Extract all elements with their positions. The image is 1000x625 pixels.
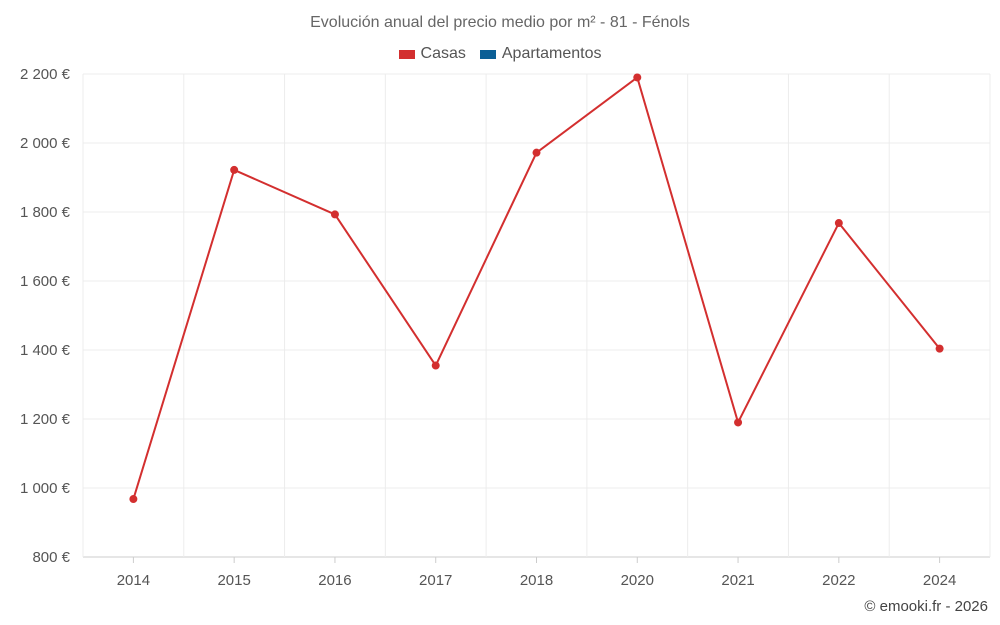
y-tick-label: 800 € [32, 549, 70, 566]
x-tick-label: 2020 [621, 572, 654, 589]
data-point: 2021: 1190 [734, 418, 743, 427]
data-point: 2022: 1768 [834, 219, 843, 228]
legend-label-apartamentos: Apartamentos [501, 45, 602, 62]
legend-label-casas: Casas [420, 45, 466, 62]
series-layer: 2014: 968 2015: 1922 2016: 1793 2017: 1355 2… [129, 73, 944, 504]
x-tick-label: 2017 [419, 572, 452, 589]
chart-title: Evolución anual del precio medio por m² … [310, 14, 690, 31]
x-tick-label: 2015 [217, 572, 250, 589]
data-point: 2018: 1972 [532, 148, 541, 157]
axis-layer: 800 € 1 000 € 1 200 € 1 400 € 1 600 € 1 800 €… [20, 66, 956, 589]
legend-item-casas[interactable]: Casas [398, 45, 466, 63]
x-tick-label: 2021 [721, 572, 754, 589]
y-tick-label: 1 000 € [20, 480, 71, 497]
data-point: 2017: 1355 [431, 361, 440, 370]
data-point: 2015: 1922 [230, 165, 239, 174]
x-tick-label: 2022 [822, 572, 855, 589]
y-tick-label: 1 800 € [20, 204, 71, 221]
legend-swatch-casas [398, 49, 415, 59]
x-tick-label: 2024 [923, 572, 956, 589]
y-tick-label: 2 200 € [20, 66, 71, 83]
data-point: 2024: 1404 [935, 344, 944, 353]
x-tick-label: 2014 [117, 572, 150, 589]
y-tick-label: 1 400 € [20, 342, 71, 359]
x-tick-label: 2018 [520, 572, 553, 589]
y-tick-label: 1 600 € [20, 273, 71, 290]
data-point: 2020: 2190 [633, 73, 642, 82]
legend: Casas Apartamentos [0, 45, 1000, 63]
x-tick-label: 2016 [318, 572, 351, 589]
y-tick-label: 2 000 € [20, 135, 71, 152]
data-point: 2016: 1793 [330, 210, 339, 219]
credit-text: © emooki.fr - 2026 [864, 598, 988, 615]
legend-swatch-apartamentos [479, 49, 496, 59]
legend-item-apartamentos[interactable]: Apartamentos [479, 45, 602, 63]
y-tick-label: 1 200 € [20, 411, 71, 428]
series-line-casas [132, 76, 941, 500]
data-point: 2014: 968 [129, 495, 138, 504]
grid-layer [82, 73, 991, 558]
